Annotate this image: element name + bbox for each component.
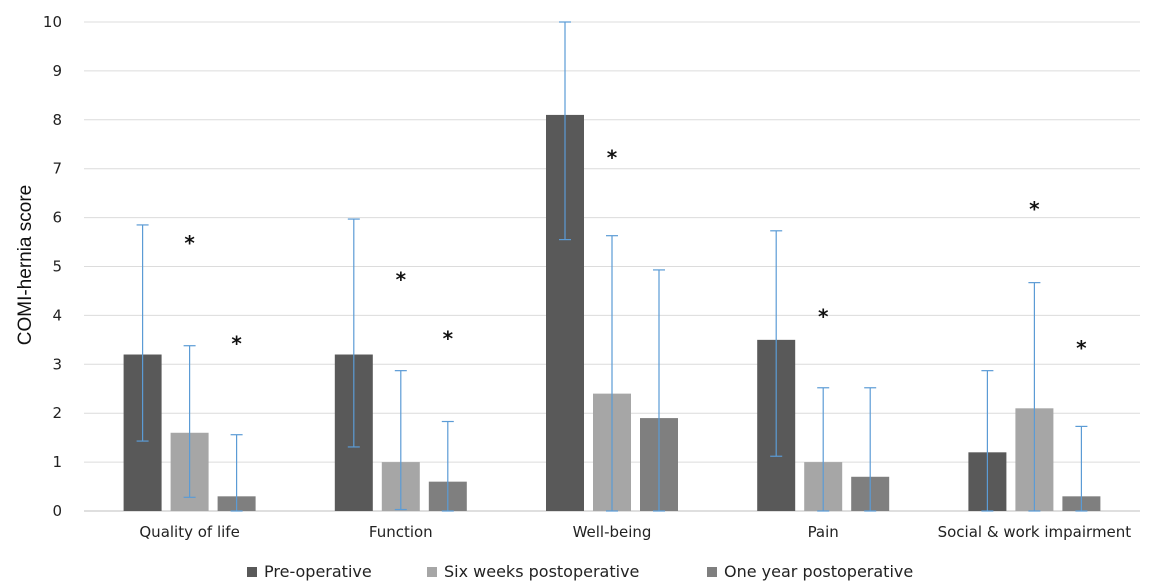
category-label: Social & work impairment — [938, 523, 1132, 541]
y-axis-ticks: 0 1 2 3 4 5 6 7 8 9 10 — [43, 13, 62, 520]
y-tick-label: 8 — [52, 111, 62, 129]
y-tick-label: 5 — [52, 258, 62, 276]
significance-star: * — [818, 304, 829, 328]
y-tick-label: 6 — [52, 209, 62, 227]
significance-star: * — [396, 268, 407, 292]
y-tick-label: 7 — [52, 160, 62, 178]
significance-star: * — [184, 231, 195, 255]
significance-markers: * * * * * * * * — [184, 145, 1087, 360]
y-tick-label: 0 — [52, 502, 62, 520]
category-label: Function — [369, 523, 433, 541]
significance-star: * — [231, 331, 242, 355]
legend-swatch — [707, 567, 717, 577]
significance-star: * — [443, 326, 454, 350]
category-label: Quality of life — [139, 523, 239, 541]
legend-label: One year postoperative — [724, 562, 913, 581]
category-label: Well-being — [573, 523, 652, 541]
legend-label: Pre-operative — [264, 562, 372, 581]
legend-swatch — [247, 567, 257, 577]
significance-star: * — [1029, 197, 1040, 221]
y-tick-label: 9 — [52, 62, 62, 80]
y-tick-label: 10 — [43, 13, 62, 31]
legend: Pre-operative Six weeks postoperative One … — [247, 562, 913, 581]
y-axis-label: COMI-hernia score — [15, 185, 36, 346]
category-label: Pain — [808, 523, 839, 541]
error-bars — [136, 21, 1088, 512]
y-tick-label: 2 — [52, 404, 62, 422]
y-tick-label: 3 — [52, 355, 62, 373]
significance-star: * — [607, 145, 618, 169]
x-axis-labels: Quality of life Function Well-being Pain Soc… — [139, 523, 1131, 541]
y-tick-label: 1 — [52, 453, 62, 471]
legend-label: Six weeks postoperative — [444, 562, 639, 581]
significance-star: * — [1076, 336, 1087, 360]
y-tick-label: 4 — [52, 306, 62, 324]
legend-swatch — [427, 567, 437, 577]
